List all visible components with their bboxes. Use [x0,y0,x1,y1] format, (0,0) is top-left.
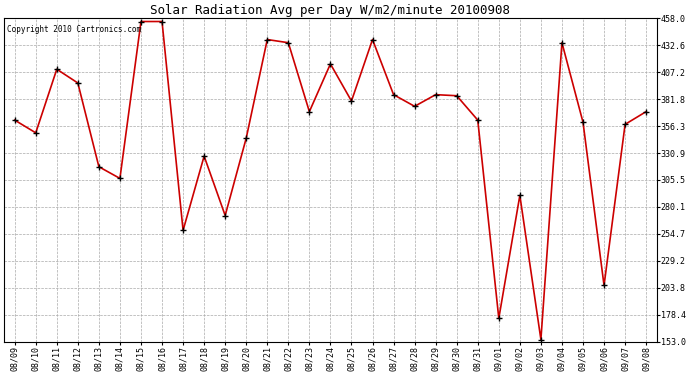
Text: Copyright 2010 Cartronics.com: Copyright 2010 Cartronics.com [8,25,141,34]
Title: Solar Radiation Avg per Day W/m2/minute 20100908: Solar Radiation Avg per Day W/m2/minute … [150,4,511,17]
